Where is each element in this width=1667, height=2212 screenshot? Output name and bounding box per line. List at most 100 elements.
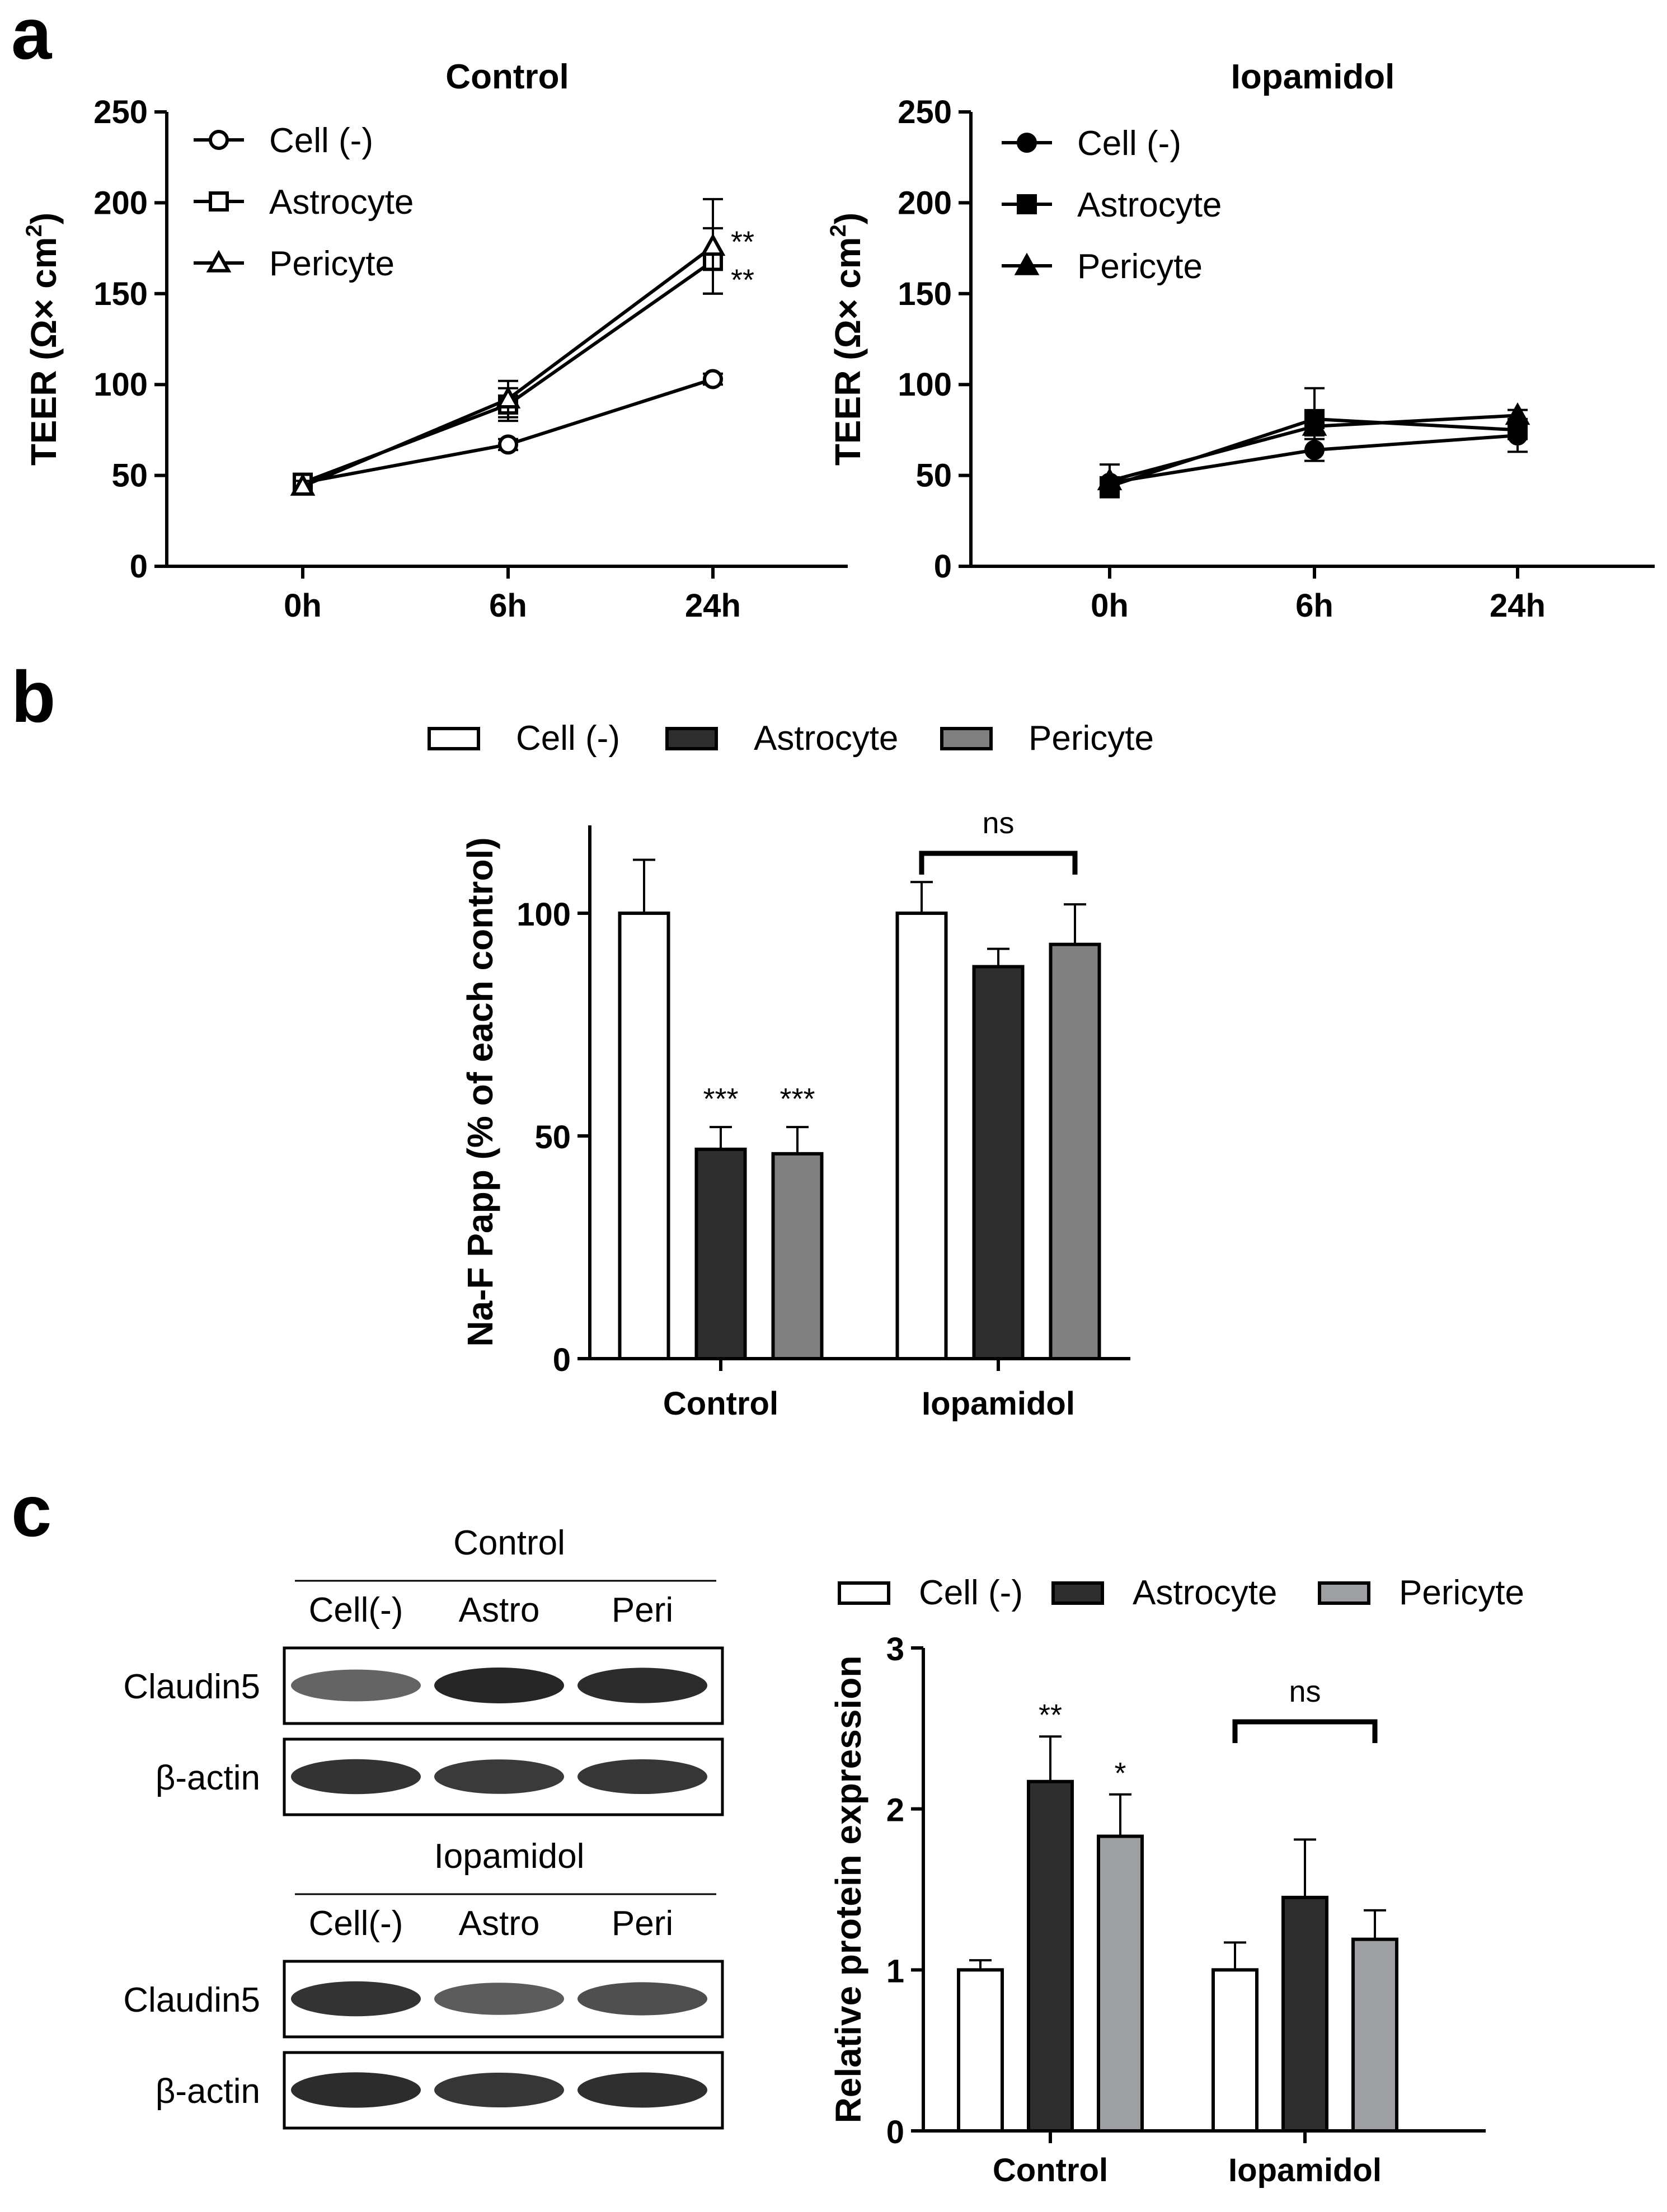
y-axis-label: Na-F Papp (% of each control) [460, 837, 500, 1346]
y-tick-label: 150 [898, 276, 952, 312]
y-tick-label: 0 [130, 548, 148, 585]
y-axis-label: Relative protein expression [828, 1656, 868, 2124]
legend-label: Pericyte [1399, 1574, 1524, 1612]
blot-band [291, 1669, 421, 1702]
legend-label: Cell (-) [919, 1574, 1023, 1612]
blot-band [291, 1981, 421, 2017]
bar-pericyte [1049, 942, 1101, 1360]
x-tick-label: 6h [489, 588, 527, 624]
bar-pericyte [1351, 1937, 1398, 2133]
blot-band [434, 1668, 564, 1703]
y-tick-label: 100 [516, 896, 571, 933]
blot-band [577, 1982, 707, 2016]
significance-annotation: ** [731, 225, 754, 259]
bar-astrocyte [972, 965, 1025, 1360]
x-tick-label: 0h [284, 588, 322, 624]
bar-astrocyte [1027, 1779, 1074, 2133]
blot-band [577, 2072, 707, 2108]
legend-swatch [1051, 1581, 1104, 1605]
blot-lane-label: Astro [459, 1904, 540, 1943]
x-tick-label: 24h [685, 588, 741, 624]
x-tick-label: Control [663, 1386, 778, 1422]
legend-swatch [940, 727, 993, 750]
y-tick-label: 100 [898, 367, 952, 403]
y-tick-label: 50 [534, 1119, 571, 1156]
legend-label: Astrocyte [1077, 186, 1222, 224]
y-tick-label: 100 [93, 367, 148, 403]
y-tick-label: 250 [898, 94, 952, 130]
blot-band [291, 2072, 421, 2108]
blot-lane-label: Astro [459, 1591, 540, 1629]
bar-astrocyte [694, 1147, 747, 1360]
blot-lane-label: Peri [612, 1904, 673, 1943]
y-tick-label: 0 [934, 548, 952, 585]
blot-band [577, 1668, 707, 1703]
legend-label: Pericyte [269, 245, 395, 283]
legend-label: Pericyte [1029, 719, 1154, 758]
blot-band [434, 1759, 564, 1794]
data-point-circle [498, 434, 518, 455]
data-point-triangle [1097, 467, 1123, 491]
y-tick-label: 250 [93, 94, 148, 130]
y-tick-label: 2 [886, 1792, 904, 1829]
legend-swatch [665, 727, 718, 750]
protein-expression-bar-chart: 0 1 2 3 Relative protein expression Control Io… [828, 1574, 1524, 2188]
ns-bracket [1232, 1719, 1378, 1743]
significance-annotation: * [1114, 1757, 1126, 1790]
x-tick-label: Iopamidol [1228, 2152, 1382, 2188]
y-tick-label: 1 [886, 1953, 904, 1989]
bar-pericyte [771, 1152, 824, 1361]
legend-label: Cell (-) [1077, 124, 1181, 163]
y-axis-label: TEER (Ω× cm2) [826, 213, 868, 466]
legend-swatch [1318, 1581, 1370, 1605]
chart-title: Control [445, 58, 569, 96]
western-blots: Control Cell(-) Astro Peri Claudin5 β-actin Io… [123, 1524, 724, 2130]
chart-title: Iopamidol [1231, 58, 1395, 96]
data-point-triangle [700, 233, 726, 256]
legend-label: Pericyte [1077, 247, 1203, 286]
blot-lane-label: Peri [612, 1591, 673, 1629]
bar-cell [1211, 1968, 1259, 2133]
legend-marker-square [209, 191, 229, 212]
blot-band [434, 2072, 564, 2108]
y-axis-label: TEER (Ω× cm2) [22, 213, 64, 466]
blot-band [291, 1759, 421, 1795]
legend-swatch [838, 1581, 890, 1605]
data-point-triangle [290, 473, 316, 496]
blot-row-label: β-actin [156, 1759, 260, 1797]
legend-label: Cell (-) [269, 121, 373, 160]
blot-group-title: Iopamidol [434, 1837, 585, 1876]
blot-row-label: β-actin [156, 2072, 260, 2111]
y-tick-label: 0 [886, 2114, 904, 2150]
panel-letter-c: c [11, 1470, 51, 1552]
x-tick-label: Control [993, 2152, 1108, 2188]
legend-marker-triangle [206, 250, 232, 273]
blot-row-label: Claudin5 [123, 1668, 260, 1706]
data-point-triangle [1302, 413, 1327, 436]
legend-label: Cell (-) [516, 719, 620, 758]
x-tick-label: Iopamidol [922, 1386, 1075, 1422]
data-point-triangle [1505, 402, 1530, 425]
legend-label: Astrocyte [269, 183, 414, 222]
significance-annotation: ** [1039, 1698, 1062, 1732]
teer-chart-iopamidol: Iopamidol 0 50 100 150 200 250 TEER (Ω× cm2) 0h 6… [826, 58, 1655, 624]
blot-band [577, 1759, 707, 1795]
y-tick-label: 50 [915, 458, 952, 494]
bar-cell [957, 1968, 1004, 2133]
y-tick-label: 0 [553, 1342, 571, 1378]
blot-lane-label: Cell(-) [309, 1904, 403, 1943]
blot-band [434, 1983, 564, 2015]
bar-pericyte [1097, 1834, 1144, 2133]
x-tick-label: 6h [1295, 588, 1333, 624]
teer-chart-control: Control 0 50 100 150 200 250 TEER (Ω× cm2) 0h 6h 2… [22, 58, 848, 624]
legend-label: Astrocyte [754, 719, 898, 758]
blot-lane-label: Cell(-) [309, 1591, 403, 1629]
bar-astrocyte [1281, 1895, 1328, 2133]
y-tick-label: 3 [886, 1631, 904, 1668]
panel-letter-b: b [11, 656, 55, 738]
ns-label: ns [982, 806, 1014, 840]
bar-cell [618, 912, 670, 1360]
x-tick-label: 24h [1490, 588, 1546, 624]
y-tick-label: 200 [93, 185, 148, 221]
